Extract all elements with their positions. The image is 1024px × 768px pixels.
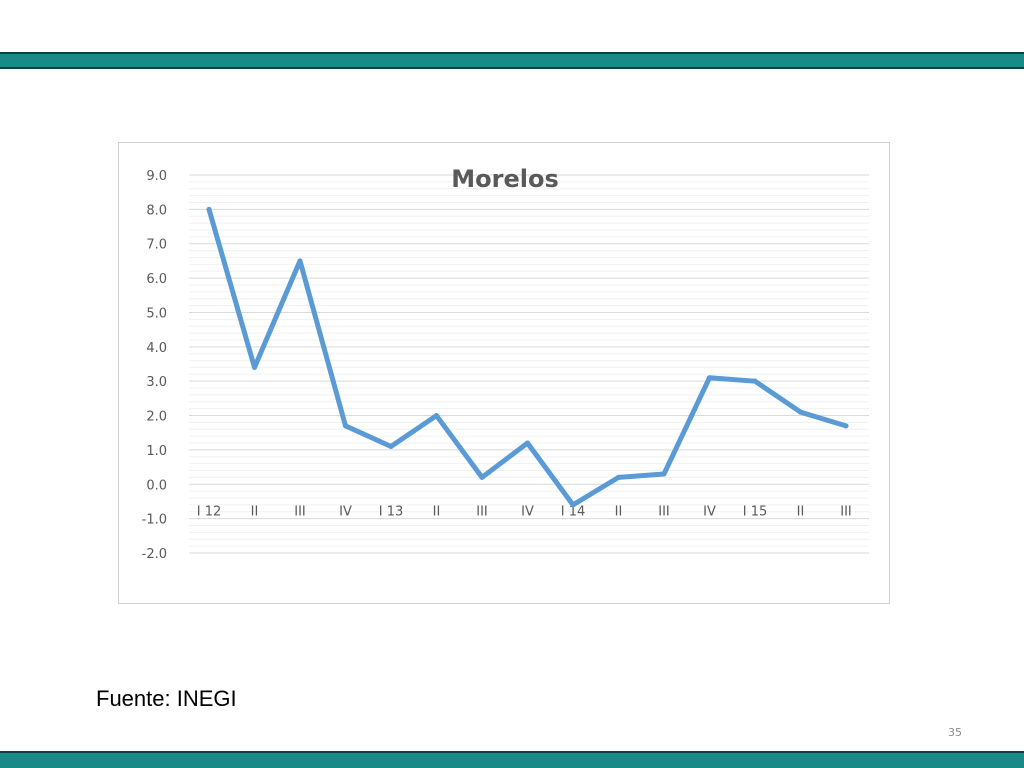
gridlines [189, 174, 869, 554]
chart-title: Morelos [451, 165, 559, 193]
data-point [570, 502, 576, 508]
y-tick-label: -1.0 [142, 513, 167, 528]
x-tick-label: IV [339, 505, 352, 520]
line-chart: 9.0 8.0 7.0 6.0 5.0 4.0 3.0 2.0 1.0 0.0 -1.0 -2.0 I… [142, 169, 869, 562]
y-tick-label: 1.0 [146, 444, 167, 459]
data-point [252, 364, 257, 370]
x-tick-label: I 15 [743, 505, 768, 520]
x-tick-label: I 12 [197, 505, 222, 520]
source-note: Fuente: INEGI [96, 686, 237, 711]
y-tick-label: 0.0 [146, 478, 167, 493]
data-point [616, 474, 621, 480]
data-point [343, 423, 348, 429]
y-tick-label: 7.0 [146, 238, 167, 253]
data-point [479, 474, 485, 480]
footer-bar [0, 751, 1024, 768]
header-bar [0, 52, 1024, 69]
y-tick-label: 9.0 [146, 169, 167, 184]
x-tick-label: II [433, 505, 441, 520]
x-tick-label: III [658, 505, 670, 520]
y-tick-label: 8.0 [146, 203, 167, 218]
data-point [388, 443, 394, 449]
data-point [661, 471, 667, 477]
data-point [798, 409, 803, 415]
data-point [525, 440, 530, 446]
x-tick-label: II [251, 505, 259, 520]
y-axis-ticks: 9.0 8.0 7.0 6.0 5.0 4.0 3.0 2.0 1.0 0.0 -1.0 -2.0 [142, 169, 167, 562]
x-tick-label: IV [703, 505, 716, 520]
data-point [707, 375, 712, 381]
data-point [206, 206, 212, 212]
data-point [752, 378, 758, 384]
y-tick-label: 2.0 [146, 410, 167, 425]
data-point [843, 423, 849, 429]
y-tick-label: 3.0 [146, 375, 167, 390]
x-tick-label: I 14 [561, 505, 586, 520]
y-tick-label: 5.0 [146, 306, 167, 321]
x-axis-ticks: I 12 II III IV I 13 II III IV I 14 II III IV I 15 II I… [197, 505, 852, 520]
x-tick-label: II [615, 505, 623, 520]
y-tick-label: -2.0 [142, 547, 167, 562]
x-tick-label: III [294, 505, 306, 520]
x-tick-label: III [840, 505, 852, 520]
data-point [297, 258, 303, 264]
x-tick-label: III [476, 505, 488, 520]
series-layer [206, 206, 849, 508]
page-number: 35 [948, 726, 962, 739]
y-tick-label: 4.0 [146, 341, 167, 356]
x-tick-label: I 13 [379, 505, 404, 520]
data-point [434, 413, 439, 419]
y-tick-label: 6.0 [146, 272, 167, 287]
chart-frame: 9.0 8.0 7.0 6.0 5.0 4.0 3.0 2.0 1.0 0.0 -1.0 -2.0 I… [118, 142, 890, 604]
x-tick-label: II [797, 505, 805, 520]
series-line [206, 206, 849, 508]
x-tick-label: IV [521, 505, 534, 520]
